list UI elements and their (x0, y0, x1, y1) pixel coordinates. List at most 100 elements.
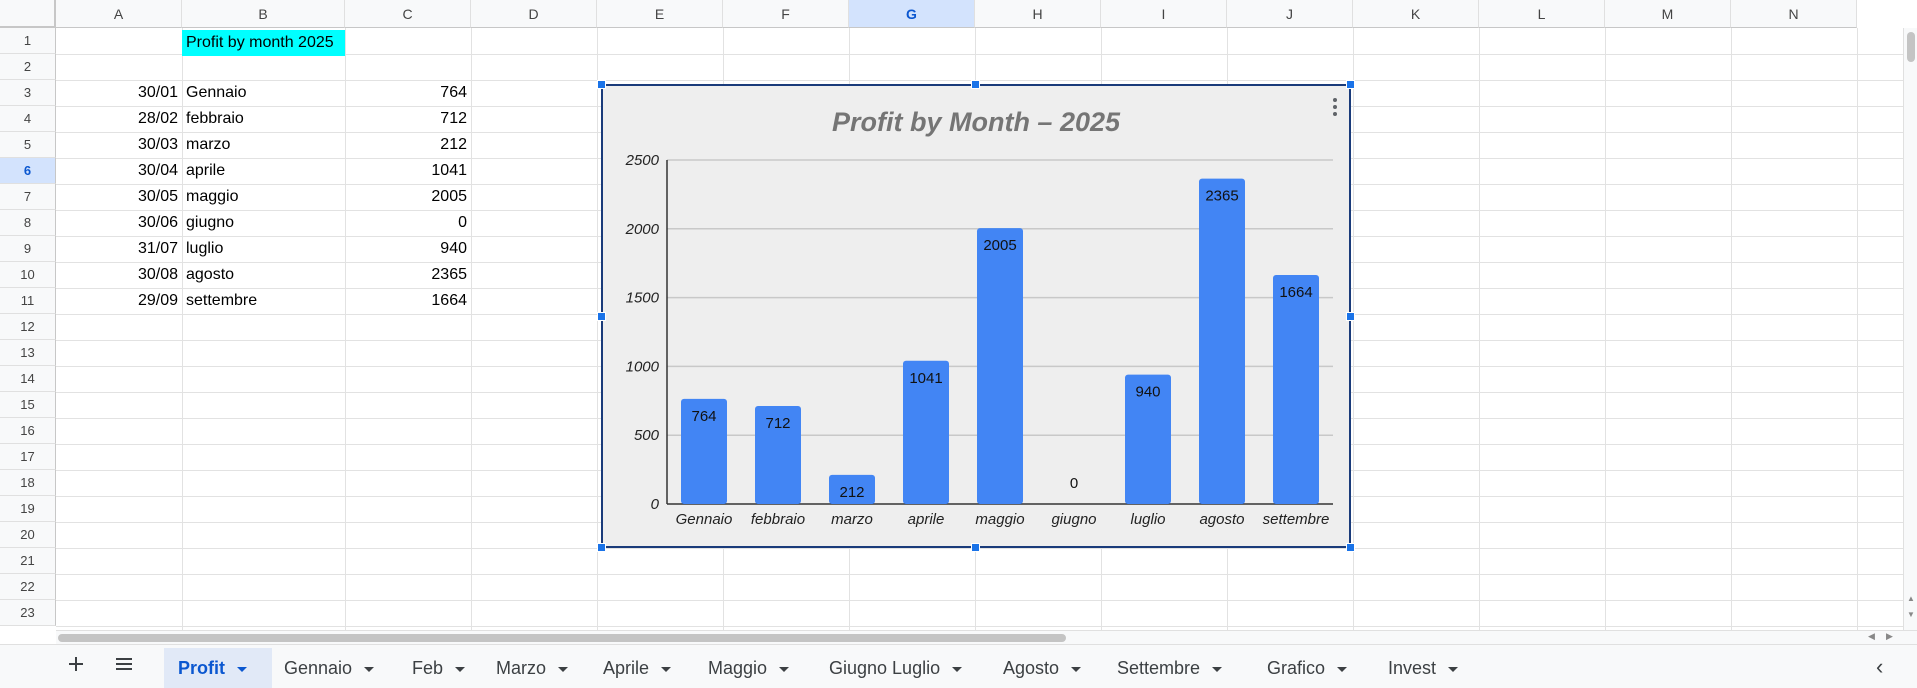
caret-down-icon[interactable] (1071, 666, 1082, 672)
row-header[interactable]: 9 (0, 236, 56, 262)
scroll-left-arrow-icon[interactable]: ◀ (1868, 631, 1875, 641)
resize-handle-ne[interactable] (1346, 80, 1355, 89)
row-header[interactable]: 21 (0, 548, 56, 574)
row-header[interactable]: 18 (0, 470, 56, 496)
column-header[interactable]: B (182, 0, 345, 28)
cell-date[interactable]: 31/07 (137, 240, 178, 257)
resize-handle-nw[interactable] (597, 80, 606, 89)
column-header[interactable]: M (1605, 0, 1731, 28)
column-header[interactable]: L (1479, 0, 1605, 28)
sheet-tab[interactable]: Gennaio (270, 648, 386, 688)
caret-down-icon[interactable] (1337, 666, 1348, 672)
column-header[interactable]: G (849, 0, 975, 28)
caret-down-icon[interactable] (1448, 666, 1459, 672)
cell-month[interactable]: Gennaio (186, 84, 247, 101)
horizontal-scroll-thumb[interactable] (58, 634, 1066, 642)
cell-date[interactable]: 29/09 (137, 292, 178, 309)
row-header[interactable]: 2 (0, 54, 56, 80)
row-header[interactable]: 15 (0, 392, 56, 418)
cell-value[interactable]: 2005 (431, 188, 467, 205)
row-header[interactable]: 11 (0, 288, 56, 314)
chevron-left-icon[interactable]: ‹ (1876, 654, 1884, 679)
sheet-tab[interactable]: Settembre (1103, 648, 1241, 688)
vertical-scroll-thumb[interactable] (1907, 32, 1915, 62)
sheet-tab[interactable]: Maggio (694, 648, 802, 688)
profit-chart[interactable]: Profit by Month – 2025 0 500 1000 1500 2000 25… (601, 84, 1351, 548)
row-header[interactable]: 17 (0, 444, 56, 470)
caret-down-icon[interactable] (779, 666, 790, 672)
cell-date[interactable]: 30/05 (137, 188, 178, 205)
column-header[interactable]: A (56, 0, 182, 28)
caret-down-icon[interactable] (661, 666, 672, 672)
column-header[interactable]: E (597, 0, 723, 28)
sheet-tab[interactable]: Profit (164, 648, 272, 688)
cell-date[interactable]: 30/04 (137, 162, 178, 179)
sheet-tab[interactable]: Aprile (589, 648, 685, 688)
scroll-down-arrow-icon[interactable]: ▼ (1907, 610, 1915, 619)
resize-handle-n[interactable] (971, 80, 980, 89)
row-header[interactable]: 22 (0, 574, 56, 600)
resize-handle-se[interactable] (1346, 543, 1355, 552)
sheet-tab[interactable]: Giugno Luglio (815, 648, 975, 688)
caret-down-icon[interactable] (364, 666, 375, 672)
cell-value[interactable]: 1664 (431, 292, 467, 309)
row-header[interactable]: 12 (0, 314, 56, 340)
cell-value[interactable]: 212 (440, 136, 467, 153)
caret-down-icon[interactable] (558, 666, 569, 672)
scroll-right-arrow-icon[interactable]: ▶ (1886, 631, 1893, 641)
cell-value[interactable]: 1041 (431, 162, 467, 179)
cell-month[interactable]: settembre (186, 292, 258, 309)
horizontal-scrollbar[interactable]: ◀ ▶ (56, 630, 1917, 644)
column-header[interactable]: H (975, 0, 1101, 28)
column-header[interactable]: N (1731, 0, 1857, 28)
row-header[interactable]: 23 (0, 600, 56, 626)
cell-date[interactable]: 28/02 (137, 110, 178, 127)
column-header[interactable]: I (1101, 0, 1227, 28)
chart-more-icon[interactable] (1331, 96, 1339, 120)
cell-month[interactable]: luglio (186, 240, 224, 257)
sheet-tab[interactable]: Agosto (989, 648, 1093, 688)
cell-date[interactable]: 30/06 (137, 214, 178, 231)
sheet-tab[interactable]: Grafico (1253, 648, 1363, 688)
row-header[interactable]: 14 (0, 366, 56, 392)
row-header[interactable]: 20 (0, 522, 56, 548)
row-header[interactable]: 5 (0, 132, 56, 158)
row-header[interactable]: 13 (0, 340, 56, 366)
select-all-corner[interactable] (0, 0, 56, 28)
column-header[interactable]: C (345, 0, 471, 28)
resize-handle-s[interactable] (971, 543, 980, 552)
resize-handle-e[interactable] (1346, 312, 1355, 321)
cell-value[interactable]: 2365 (431, 266, 467, 283)
caret-down-icon[interactable] (237, 666, 247, 672)
cell-b1-title[interactable]: Profit by month 2025 (182, 30, 345, 56)
row-header[interactable]: 10 (0, 262, 56, 288)
column-header[interactable]: K (1353, 0, 1479, 28)
cell-month[interactable]: maggio (186, 188, 239, 205)
row-header[interactable]: 7 (0, 184, 56, 210)
column-header[interactable]: J (1227, 0, 1353, 28)
cell-month[interactable]: febbraio (186, 110, 244, 127)
cell-value[interactable]: 940 (440, 240, 467, 257)
row-header[interactable]: 6 (0, 158, 56, 184)
scroll-up-arrow-icon[interactable]: ▲ (1907, 594, 1915, 603)
cell-value[interactable]: 764 (440, 84, 467, 101)
plus-icon[interactable] (64, 652, 88, 676)
cell-month[interactable]: marzo (186, 136, 231, 153)
row-header[interactable]: 8 (0, 210, 56, 236)
caret-down-icon[interactable] (455, 666, 466, 672)
caret-down-icon[interactable] (1212, 666, 1223, 672)
sheet-tab[interactable]: Marzo (482, 648, 578, 688)
cell-month[interactable]: giugno (186, 214, 235, 231)
row-header[interactable]: 4 (0, 106, 56, 132)
cell-date[interactable]: 30/03 (137, 136, 178, 153)
cell-month[interactable]: aprile (186, 162, 226, 179)
cell-value[interactable]: 0 (458, 214, 467, 231)
cell-month[interactable]: agosto (186, 266, 235, 283)
sheet-tab[interactable]: Invest (1374, 648, 1470, 688)
cell-date[interactable]: 30/08 (137, 266, 178, 283)
row-header[interactable]: 1 (0, 28, 56, 54)
sheet-tab[interactable]: Feb (398, 648, 470, 688)
resize-handle-sw[interactable] (597, 543, 606, 552)
row-header[interactable]: 19 (0, 496, 56, 522)
cell-value[interactable]: 712 (440, 110, 467, 127)
